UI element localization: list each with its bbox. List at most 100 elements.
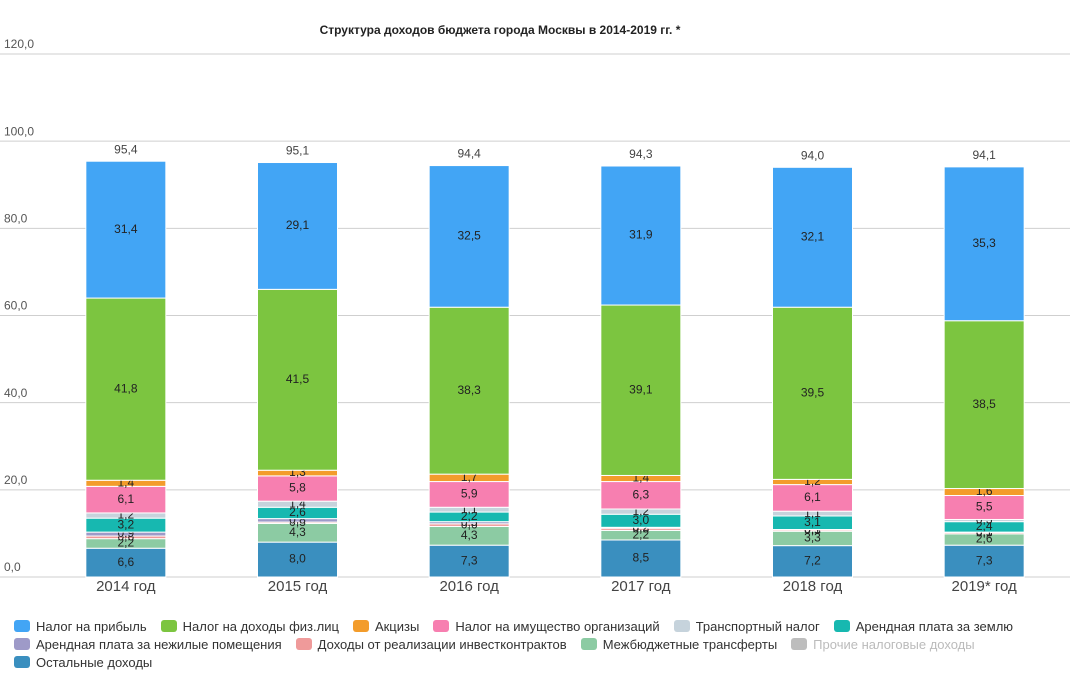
data-label: 6,1	[117, 492, 134, 506]
legend-item[interactable]: Налог на прибыль	[14, 618, 147, 634]
bar-segment	[772, 166, 853, 308]
data-label: 7,3	[461, 553, 478, 567]
legend-label: Доходы от реализации инвестконтрактов	[317, 636, 567, 652]
bar-segment	[600, 165, 682, 306]
legend-item[interactable]: Налог на доходы физ.лиц	[160, 618, 339, 634]
data-label: 4,3	[461, 528, 478, 542]
data-label: 2,6	[289, 505, 306, 519]
legend-item[interactable]: Арендная плата за землю	[833, 618, 1013, 634]
data-label: 8,0	[289, 552, 306, 566]
x-tick-label: 2016 год	[439, 578, 499, 595]
bar-segment	[428, 544, 510, 578]
legend-swatch	[833, 620, 850, 632]
bar-segment	[85, 485, 167, 514]
bar-segment	[85, 297, 167, 481]
total-label: 94,4	[457, 147, 481, 161]
bar-segment	[257, 288, 338, 471]
total-label: 94,3	[629, 147, 653, 161]
y-tick-label: 40,0	[4, 386, 28, 400]
legend-label: Акцизы	[374, 618, 420, 634]
data-label: 29,1	[286, 218, 310, 232]
legend-label: Остальные доходы	[36, 654, 153, 670]
total-label: 95,4	[114, 142, 138, 156]
legend-item[interactable]: Налог на имущество организаций	[433, 618, 660, 634]
legend-swatch	[673, 620, 690, 632]
total-label: 95,1	[286, 144, 310, 158]
legend-item[interactable]: Транспортный налог	[673, 618, 820, 634]
data-label: 38,3	[457, 383, 481, 397]
x-tick-label: 2019* год	[952, 578, 1018, 595]
data-label: 32,5	[457, 229, 481, 243]
bar-segment	[428, 481, 510, 508]
bar-segment	[943, 166, 1025, 322]
legend-item[interactable]: Прочие налоговые доходы	[791, 636, 975, 652]
legend-swatch	[14, 638, 30, 650]
y-tick-label: 100,0	[4, 124, 34, 138]
bar-segment	[600, 481, 682, 510]
data-label: 39,5	[801, 385, 825, 399]
bar-segment	[257, 162, 338, 290]
legend-swatch	[352, 620, 369, 632]
data-label: 7,3	[976, 553, 993, 567]
bar-segment	[772, 306, 853, 480]
bar-segment	[772, 545, 853, 578]
bar-segment	[600, 539, 682, 578]
bar-segment	[943, 320, 1025, 490]
y-tick-label: 60,0	[4, 299, 28, 313]
legend-swatch	[580, 638, 597, 650]
data-label: 5,9	[461, 487, 478, 501]
data-label: 5,8	[289, 481, 306, 495]
x-tick-label: 2014 год	[96, 578, 156, 595]
legend-item[interactable]: Остальные доходы	[14, 654, 152, 670]
chart: Структура доходов бюджета города Москвы …	[0, 23, 1070, 595]
legend-item[interactable]: Доходы от реализации инвестконтрактов	[295, 636, 567, 652]
data-label: 31,4	[114, 222, 138, 236]
legend-swatch	[14, 620, 30, 632]
legend-label: Налог на прибыль	[36, 618, 147, 634]
legend-item[interactable]: Межбюджетные трансферты	[580, 636, 778, 652]
data-label: 2,4	[976, 519, 993, 533]
data-label: 31,9	[629, 228, 653, 242]
data-label: 32,1	[801, 229, 825, 243]
data-label: 41,5	[286, 372, 310, 386]
data-label: 35,3	[972, 236, 996, 250]
data-label: 3,1	[804, 515, 821, 529]
legend-label: Транспортный налог	[695, 618, 820, 634]
bar-segment	[85, 547, 167, 578]
data-label: 2,6	[976, 532, 993, 546]
chart-title: Структура доходов бюджета города Москвы …	[320, 23, 681, 37]
legend: Налог на прибыль Налог на доходы физ.лиц А…	[14, 618, 1074, 670]
bar-segment	[428, 165, 510, 308]
x-tick-label: 2017 год	[611, 578, 671, 595]
data-label: 8,5	[632, 551, 649, 565]
y-tick-label: 120,0	[4, 37, 34, 51]
legend-swatch	[14, 656, 30, 668]
data-label: 6,3	[632, 487, 649, 501]
data-label: 39,1	[629, 382, 653, 396]
data-label: 6,1	[804, 490, 821, 504]
bar-segment	[428, 306, 510, 475]
legend-label: Налог на имущество организаций	[455, 618, 660, 634]
bar-segment	[772, 484, 853, 512]
legend-item[interactable]: Арендная плата за нежилые помещения	[14, 636, 282, 652]
legend-swatch	[295, 638, 312, 650]
bar-segment	[257, 475, 338, 502]
legend-swatch	[160, 620, 177, 632]
x-tick-label: 2015 год	[268, 578, 328, 595]
legend-label: Арендная плата за нежилые помещения	[36, 636, 282, 652]
bar-segment	[600, 304, 682, 476]
data-label: 3,3	[804, 531, 821, 545]
bar-segment	[85, 160, 167, 299]
legend-swatch	[433, 620, 450, 632]
y-tick-label: 0,0	[4, 560, 21, 574]
data-label: 7,2	[804, 553, 821, 567]
x-tick-label: 2018 год	[783, 578, 843, 595]
total-label: 94,1	[972, 148, 996, 162]
legend-label: Межбюджетные трансферты	[602, 636, 778, 652]
data-label: 6,6	[117, 555, 134, 569]
y-tick-label: 80,0	[4, 212, 28, 226]
data-label: 3,0	[632, 513, 649, 527]
data-label: 41,8	[114, 381, 138, 395]
legend-item[interactable]: Акцизы	[352, 618, 420, 634]
